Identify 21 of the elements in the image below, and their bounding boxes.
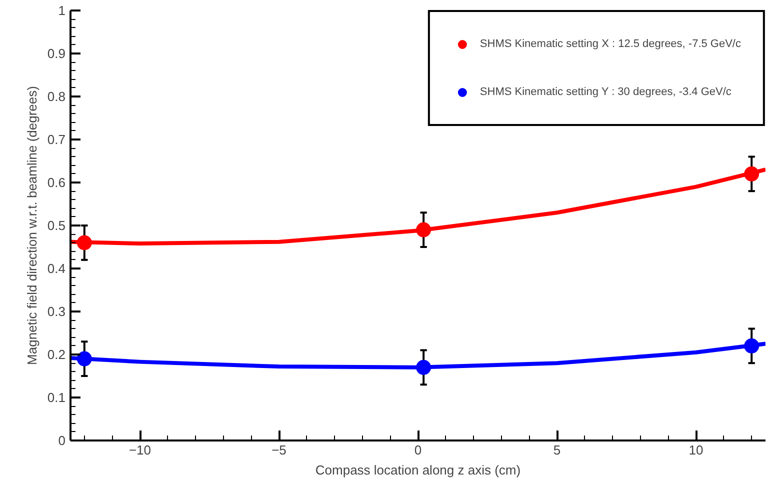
- line-series: [70, 168, 766, 246]
- y-tick-label: 0.1: [47, 390, 66, 405]
- y-tick-label: 0.7: [47, 132, 66, 147]
- y-tick-label: 0: [58, 433, 66, 448]
- y-tick-label: 0.9: [47, 46, 66, 61]
- y-tick-label: 1: [58, 3, 66, 18]
- x-tick-label: 0: [414, 442, 422, 458]
- y-tick-label: 0.6: [47, 175, 66, 190]
- y-tick-label: 0.3: [47, 304, 66, 319]
- y-tick-label: 0.4: [47, 261, 66, 276]
- x-axis-title: Compass location along z axis (cm): [315, 462, 521, 478]
- x-tick-label: 5: [553, 442, 561, 458]
- y-axis-title: Magnetic field direction w.r.t. beamline (degrees): [24, 86, 40, 365]
- x-tick-label: 10: [688, 442, 704, 458]
- y-tick-label: 0.8: [47, 89, 66, 104]
- x-tick-label: −10: [128, 442, 152, 458]
- legend-label: SHMS Kinematic setting Y : 30 degrees, -3.4 GeV/c: [480, 86, 732, 98]
- legend-label: SHMS Kinematic setting X : 12.5 degrees, -7.5 GeV/c: [480, 38, 741, 50]
- y-tick-label: 0.5: [47, 218, 66, 233]
- y-tick-label: 0.2: [47, 347, 66, 362]
- x-tick-label: −5: [272, 442, 286, 458]
